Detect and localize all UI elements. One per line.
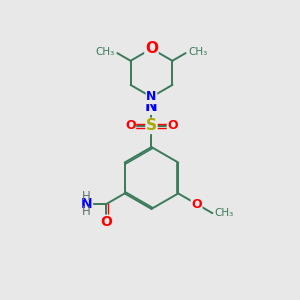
Text: O: O: [145, 41, 158, 56]
Text: O: O: [167, 119, 178, 132]
Text: N: N: [146, 91, 157, 103]
Text: CH₃: CH₃: [214, 208, 233, 218]
Text: S: S: [146, 118, 157, 134]
Text: H: H: [82, 190, 91, 203]
Text: H: H: [82, 205, 91, 218]
Text: N: N: [145, 99, 158, 114]
Text: N: N: [81, 197, 92, 211]
Text: O: O: [125, 119, 136, 132]
Text: CH₃: CH₃: [96, 47, 115, 57]
Text: CH₃: CH₃: [188, 47, 207, 57]
Text: O: O: [100, 215, 112, 229]
Text: O: O: [191, 197, 202, 211]
